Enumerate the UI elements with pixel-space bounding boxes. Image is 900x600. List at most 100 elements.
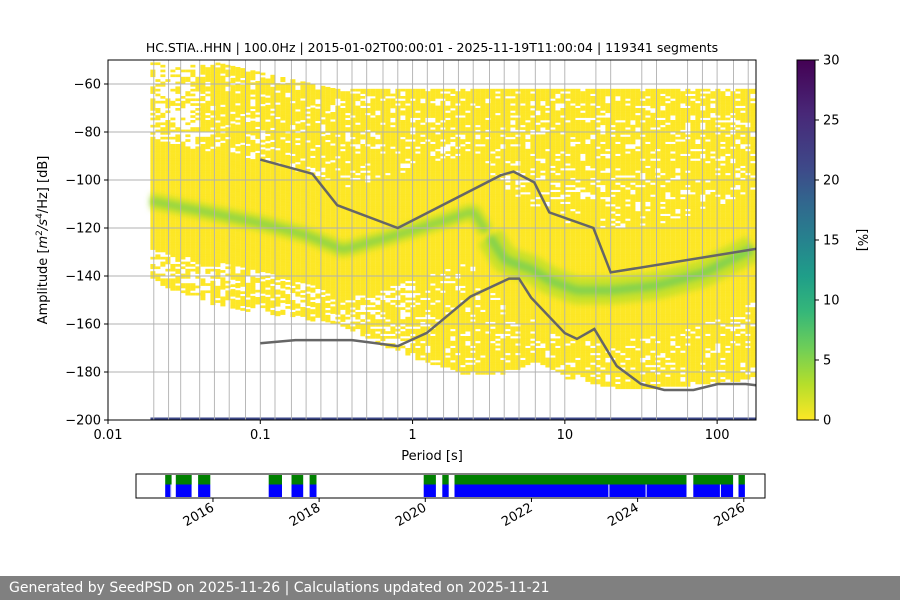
heatmap-cell — [300, 256, 306, 260]
heatmap-cell — [365, 280, 371, 284]
heatmap-cell — [290, 261, 296, 265]
heatmap-cell — [315, 209, 321, 213]
heatmap-cell — [210, 100, 216, 104]
heatmap-cell — [165, 218, 171, 222]
heatmap-cell — [225, 105, 231, 109]
heatmap-cell — [335, 91, 341, 94]
heatmap-cell — [305, 188, 311, 191]
heatmap-cell — [220, 162, 226, 165]
heatmap-cell — [320, 268, 326, 271]
heatmap-cell — [415, 343, 421, 346]
heatmap-cell — [150, 91, 156, 94]
heatmap-cell — [250, 204, 256, 208]
heatmap-cell — [250, 175, 256, 179]
heatmap-cell — [390, 144, 396, 147]
heatmap-cell — [215, 201, 221, 205]
heatmap-cell — [440, 165, 446, 169]
heatmap-cell — [250, 111, 256, 114]
heatmap-cell — [440, 170, 446, 174]
heatmap-cell — [420, 165, 426, 169]
heatmap-cell — [295, 154, 301, 158]
heatmap-cell — [250, 159, 256, 162]
heatmap-cell — [415, 182, 421, 186]
heatmap-cell — [400, 168, 406, 171]
heatmap-cell — [250, 163, 256, 167]
heatmap-cell — [255, 169, 261, 173]
heatmap-cell — [400, 96, 406, 99]
heatmap-cell — [340, 300, 346, 303]
heatmap-cell — [375, 194, 381, 198]
heatmap-cell — [330, 292, 336, 295]
heatmap-cell — [215, 89, 221, 92]
heatmap-cell — [315, 161, 321, 165]
heatmap-cell — [285, 118, 291, 122]
heatmap-cell — [150, 105, 156, 109]
heatmap-cell — [440, 132, 446, 135]
heatmap-cell — [200, 247, 206, 250]
heatmap-cell — [150, 136, 156, 140]
heatmap-cell — [245, 81, 251, 84]
heatmap-cell — [285, 241, 291, 244]
heatmap-cell — [210, 192, 216, 195]
heatmap-cell — [355, 218, 361, 222]
heatmap-cell — [420, 348, 426, 351]
heatmap-cell — [420, 96, 426, 99]
heatmap-cell — [340, 273, 346, 277]
heatmap-cell — [155, 232, 161, 236]
heatmap-cell — [275, 215, 281, 218]
heatmap-cell — [225, 194, 231, 198]
heatmap-cell — [405, 196, 411, 200]
heatmap-cell — [170, 216, 176, 219]
heatmap-cell — [155, 172, 161, 176]
heatmap-cell — [300, 179, 306, 183]
heatmap-cell — [285, 123, 291, 127]
heatmap-cell — [265, 124, 271, 127]
heatmap-cell — [205, 76, 211, 80]
heatmap-cell — [200, 256, 206, 260]
heatmap-cell — [255, 189, 261, 192]
heatmap-cell — [390, 158, 396, 162]
heatmap-cell — [400, 218, 406, 222]
heatmap-cell — [290, 199, 296, 202]
heatmap-cell — [320, 210, 326, 214]
heatmap-cell — [270, 305, 276, 308]
heatmap-cell — [310, 215, 316, 219]
heatmap-cell — [245, 266, 251, 269]
heatmap-cell — [245, 194, 251, 197]
heatmap-cell — [220, 243, 226, 247]
heatmap-cell — [255, 244, 261, 247]
heatmap-cell — [300, 134, 306, 137]
heatmap-cell — [285, 277, 291, 280]
heatmap-cell — [295, 149, 301, 153]
heatmap-cell — [185, 153, 191, 157]
heatmap-cell — [265, 203, 271, 206]
heatmap-cell — [255, 201, 261, 204]
heatmap-cell — [215, 247, 221, 251]
heatmap-cell — [210, 74, 216, 78]
heatmap-cell — [385, 199, 391, 202]
heatmap-cell — [405, 136, 411, 140]
heatmap-cell — [255, 246, 261, 250]
heatmap-cell — [245, 76, 251, 80]
heatmap-cell — [295, 157, 301, 160]
heatmap-cell — [265, 256, 271, 259]
heatmap-cell — [245, 93, 251, 96]
heatmap-cell — [325, 106, 331, 109]
heatmap-cell — [250, 235, 256, 239]
heatmap-cell — [160, 211, 166, 214]
heatmap-cell — [340, 158, 346, 162]
heatmap-cell — [290, 302, 296, 306]
heatmap-cell — [215, 108, 221, 111]
heatmap-cell — [310, 102, 316, 106]
heatmap-cell — [175, 184, 181, 188]
heatmap-cell — [300, 155, 306, 159]
heatmap-cell — [195, 189, 201, 193]
heatmap-cell — [230, 272, 236, 275]
heatmap-cell — [270, 302, 276, 306]
heatmap-cell — [290, 266, 296, 270]
heatmap-cell — [400, 105, 406, 109]
heatmap-cell — [415, 259, 421, 262]
heatmap-cell — [230, 128, 236, 131]
heatmap-cell — [425, 192, 431, 195]
heatmap-cell — [405, 124, 411, 128]
